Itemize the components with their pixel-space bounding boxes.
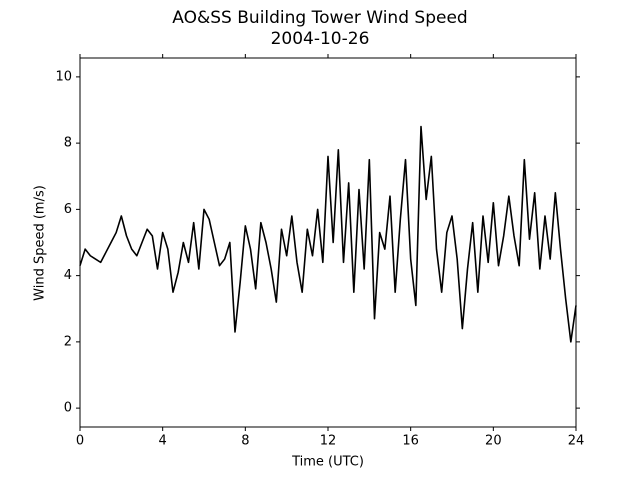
x-tick-label: 24 [568,434,585,449]
x-tick-label: 20 [485,434,502,449]
chart-title: AO&SS Building Tower Wind Speed [172,8,467,28]
plot-frame [79,57,577,428]
y-tick-label: 6 [64,202,72,217]
x-axis-label: Time (UTC) [291,455,364,470]
y-tick-label: 2 [64,334,72,349]
x-tick-label: 4 [159,434,167,449]
y-tick-label: 10 [55,69,72,84]
y-axis-label: Wind Speed (m/s) [33,185,48,301]
x-tick-label: 16 [402,434,419,449]
y-tick-label: 8 [64,136,72,151]
y-tick-label: 4 [64,268,72,283]
data-line [79,125,577,343]
x-tick-label: 8 [241,434,249,449]
x-tick-label: 12 [320,434,337,449]
y-tick-label: 0 [64,401,72,416]
chart-subtitle: 2004-10-26 [271,29,370,49]
x-tick-label: 0 [76,434,84,449]
